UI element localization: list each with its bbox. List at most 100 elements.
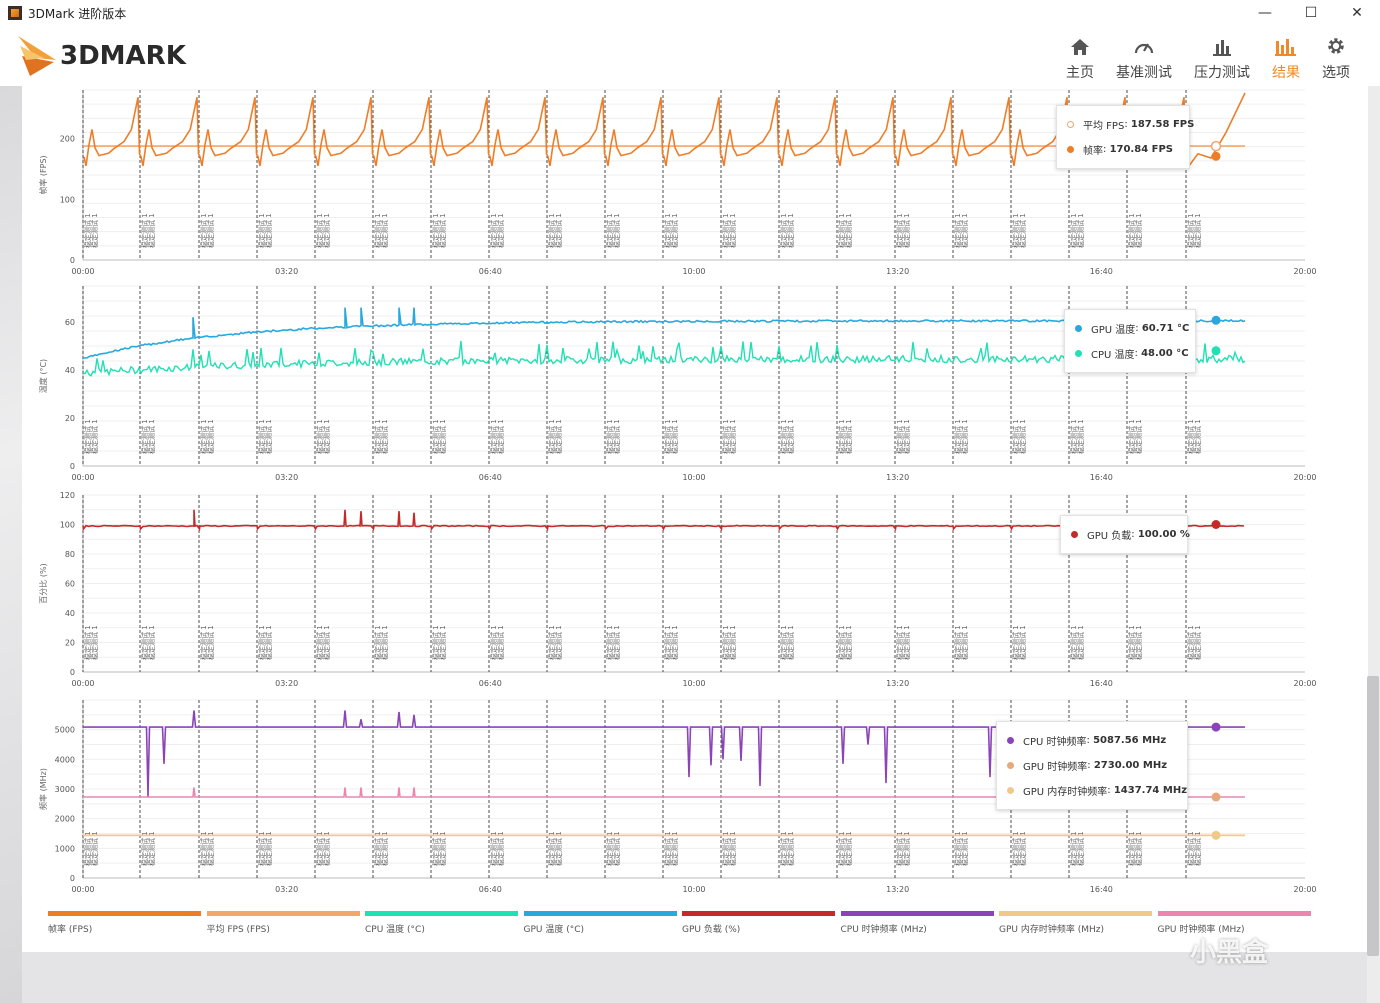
gpu-clock-end-marker [1211,792,1221,802]
close-button[interactable]: ✕ [1351,5,1363,21]
gpu-clock-marker [1007,762,1014,769]
legend-item[interactable]: CPU 时钟频率 (MHz) [840,911,994,935]
loop-marker-label: 稳定测试 1 [83,213,92,248]
vertical-scrollbar[interactable] [1367,676,1379,956]
loop-marker-label: 稳定测试 1 [1076,625,1085,660]
loop-marker-label: 稳定测试 1 [1193,625,1202,660]
loop-marker-label: 稳定测试 1 [902,625,911,660]
y-tick-label: 100 [60,521,75,530]
legend-item[interactable]: GPU 温度 (°C) [523,911,677,935]
loop-marker-label: 稳定测试 1 [1127,831,1136,866]
loop-marker-label: 稳定测试 1 [1193,419,1202,454]
loop-marker-label: 稳定测试 1 [605,625,614,660]
legend-item[interactable]: GPU 内存时钟频率 (MHz) [999,911,1152,935]
loop-marker-label: 稳定测试 1 [837,831,846,866]
cpu-temp-end-marker [1211,346,1221,356]
y-axis-label: 频率 (MHz) [38,768,48,810]
loop-marker-label: 稳定测试 1 [902,419,911,454]
legend-item[interactable]: GPU 负载 (%) [682,911,835,935]
logo: 3DMARK [16,34,186,78]
nav-item-benchmarks[interactable]: 基准测试 [1116,34,1172,82]
legend-label: GPU 温度 (°C) [523,925,585,935]
y-tick-label: 80 [65,550,75,559]
gpu-load-marker [1071,531,1078,538]
x-tick-label: 13:20 [886,473,909,482]
loop-marker-label: 稳定测试 1 [199,625,208,660]
loop-marker-label: 稳定测试 1 [322,213,331,248]
loop-marker-label: 稳定测试 1 [844,625,853,660]
y-tick-label: 3000 [55,785,75,794]
loop-marker-label: 稳定测试 1 [83,419,92,454]
gear-icon [1326,34,1346,56]
nav-item-options[interactable]: 选项 [1322,34,1350,82]
loop-marker-label: 稳定测试 1 [199,831,208,866]
legend-item[interactable]: CPU 温度 (°C) [365,911,518,935]
main-nav: 主页 基准测试 压力测试 结果 选项 [1044,34,1350,82]
loop-marker-label: 稳定测试 1 [373,625,382,660]
loop-marker-label: 稳定测试 1 [670,831,679,866]
loop-marker-label: 稳定测试 1 [199,213,208,248]
loop-marker-label: 稳定测试 1 [1076,419,1085,454]
loop-marker-label: 稳定测试 1 [554,213,563,248]
nav-label-benchmarks: 基准测试 [1116,65,1172,81]
x-tick-label: 10:00 [682,267,705,276]
y-tick-label: 0 [70,256,75,265]
legend-item[interactable]: 平均 FPS (FPS) [206,911,360,935]
loop-marker-label: 稳定测试 1 [728,213,737,248]
x-tick-label: 10:00 [682,473,705,482]
loop-marker-label: 稳定测试 1 [721,831,730,866]
loop-marker-label: 稳定测试 1 [554,419,563,454]
tooltip-label: GPU 温度 [1091,325,1136,336]
series-cpu-clock [83,710,1245,797]
x-tick-label: 13:20 [886,885,909,894]
loop-marker-label: 稳定测试 1 [1193,213,1202,248]
loop-marker-label: 稳定测试 1 [489,831,498,866]
loop-marker-label: 稳定测试 1 [895,419,904,454]
tooltip-label: 平均 FPS [1083,121,1125,132]
y-tick-label: 0 [70,668,75,677]
x-tick-label: 10:00 [682,679,705,688]
nav-label-results: 结果 [1272,65,1300,81]
loop-marker-label: 稳定测试 1 [257,625,266,660]
nav-item-home[interactable]: 主页 [1066,34,1094,82]
legend-label: 平均 FPS (FPS) [206,925,270,935]
loop-marker-label: 稳定测试 1 [837,419,846,454]
loop-marker-label: 稳定测试 1 [612,831,621,866]
loop-marker-label: 稳定测试 1 [431,625,440,660]
bars-icon [1212,34,1232,56]
loop-marker-label: 稳定测试 1 [1011,419,1020,454]
x-tick-label: 00:00 [71,679,94,688]
loop-marker-label: 稳定测试 1 [1069,625,1078,660]
loop-marker-label: 稳定测试 1 [895,831,904,866]
loop-marker-label: 稳定测试 1 [431,419,440,454]
loop-marker-label: 稳定测试 1 [147,831,156,866]
loop-marker-label: 稳定测试 1 [489,419,498,454]
loop-marker-label: 稳定测试 1 [1076,831,1085,866]
maximize-button[interactable]: ☐ [1304,5,1318,21]
home-icon [1070,34,1090,56]
loop-marker-label: 稳定测试 1 [554,831,563,866]
y-tick-label: 2000 [55,815,75,824]
x-tick-label: 00:00 [71,267,94,276]
title-bar: 3DMark 进阶版本 — ☐ ✕ [0,0,1380,26]
tooltip-value: 170.84 FPS [1109,144,1173,155]
legend-item[interactable]: GPU 时钟频率 (MHz) [1157,911,1311,935]
loop-marker-label: 稳定测试 1 [547,625,556,660]
nav-item-results[interactable]: 结果 [1272,34,1300,82]
loop-marker-label: 稳定测试 1 [1011,831,1020,866]
loop-marker-label: 稳定测试 1 [431,213,440,248]
loop-marker-label: 稳定测试 1 [670,419,679,454]
legend-item[interactable]: 帧率 (FPS) [48,911,201,935]
tooltip-label: 帧率 [1083,146,1103,157]
x-tick-label: 06:40 [479,267,502,276]
loop-marker-label: 稳定测试 1 [315,625,324,660]
y-tick-label: 40 [65,609,75,618]
loop-marker-label: 稳定测试 1 [257,419,266,454]
cpu-clock-marker [1007,737,1014,744]
tooltip-row: 平均 FPS: 187.58 FPS [1067,112,1194,137]
loop-marker-label: 稳定测试 1 [786,831,795,866]
loop-marker-label: 稳定测试 1 [547,419,556,454]
avg-fps-end-marker [1210,140,1222,152]
minimize-button[interactable]: — [1258,5,1272,21]
nav-item-stress-tests[interactable]: 压力测试 [1194,34,1250,82]
